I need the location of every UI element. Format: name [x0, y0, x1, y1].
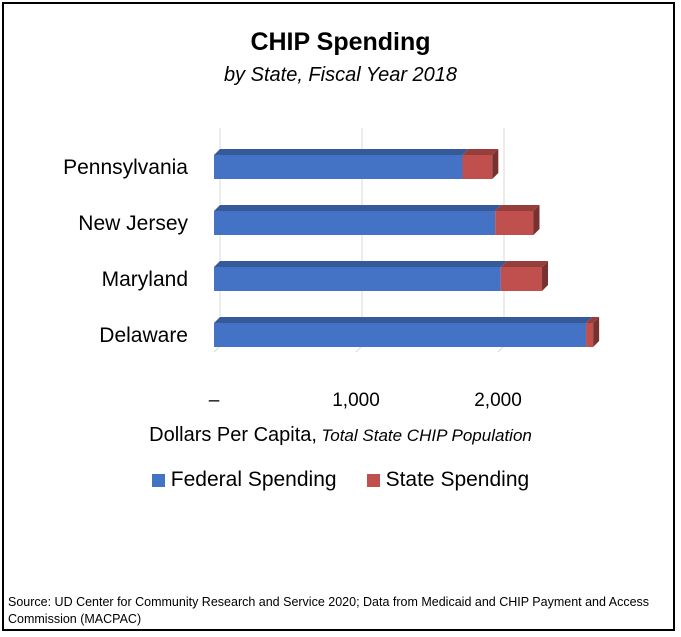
bar-top: [214, 205, 502, 211]
bar: [214, 323, 587, 347]
bar: [214, 267, 501, 291]
bar-side: [533, 205, 540, 235]
bar-top: [462, 149, 499, 155]
category-label: Maryland: [102, 268, 188, 291]
category-label: New Jersey: [78, 212, 188, 235]
bar-side: [492, 149, 499, 179]
source-note: Source: UD Center for Community Research…: [8, 595, 650, 626]
bar: [214, 155, 463, 179]
x-axis-label: Dollars Per Capita, Total State CHIP Pop…: [0, 424, 681, 447]
legend-label-federal: Federal Spending: [170, 468, 337, 491]
legend-item-federal: Federal Spending: [151, 468, 337, 492]
bar-top: [214, 149, 469, 155]
x-tick-label: 1,000: [332, 390, 380, 411]
x-tick-label: 2,000: [474, 390, 522, 411]
bar: [500, 267, 543, 291]
bar-top: [214, 261, 507, 267]
x-axis-label-main: Dollars Per Capita,: [149, 424, 317, 446]
category-label: Pennsylvania: [63, 156, 188, 179]
bar-top: [586, 317, 600, 323]
bar: [214, 211, 496, 235]
bar: [495, 211, 534, 235]
plot-area: – 1,000 2,000 Pennsylvania New Jersey Marylan…: [63, 128, 600, 411]
legend: Federal Spending State Spending: [0, 468, 681, 492]
bar-top: [214, 317, 593, 323]
x-tick-label: –: [209, 390, 220, 411]
legend-item-state: State Spending: [366, 468, 530, 492]
bar: [586, 323, 594, 347]
chart-frame: [2, 2, 675, 631]
bar-side: [593, 317, 600, 347]
legend-label-state: State Spending: [385, 468, 530, 491]
legend-swatch-state: [366, 473, 380, 487]
category-label: Delaware: [99, 324, 188, 347]
bar-top: [500, 261, 549, 267]
chart-subtitle: by State, Fiscal Year 2018: [223, 64, 458, 86]
bar: [462, 155, 493, 179]
bar-top: [495, 205, 540, 211]
legend-swatch-federal: [151, 473, 165, 487]
bar-side: [542, 261, 549, 291]
chart-title: CHIP Spending: [250, 28, 431, 56]
x-axis-label-unit: Total State CHIP Population: [321, 426, 532, 445]
